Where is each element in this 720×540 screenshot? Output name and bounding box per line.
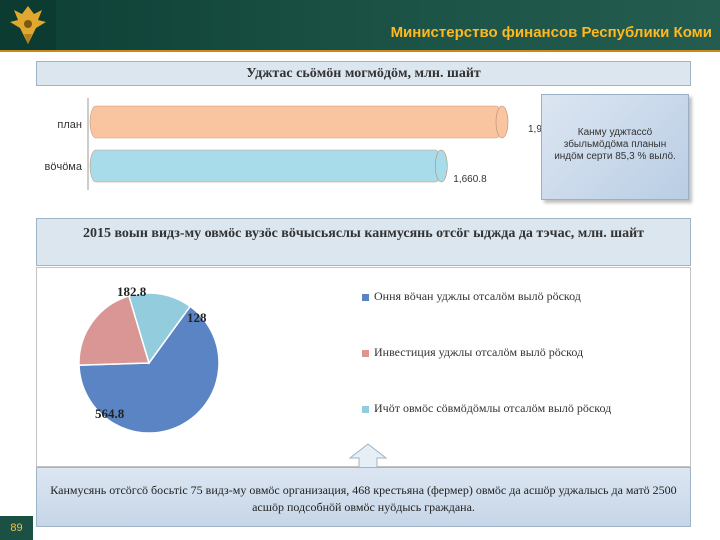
recipients-summary: Канмусянь отсӧгсӧ босьтic 75 видз-му овм…	[36, 467, 691, 527]
bar-chart-title: Уджтас сьӧмӧн могмӧдӧм, млн. шайт	[36, 61, 691, 86]
page-number: 89	[0, 516, 33, 540]
legend-swatch-investment	[362, 350, 369, 357]
bar-chart: план 1,947.9 вӧчӧма 1,660.8	[45, 98, 550, 190]
bar-value-plan: 1,947.9	[528, 124, 550, 135]
pie-chart: 564.8 182.8 128	[78, 284, 220, 434]
pie-label-investment: 182.8	[117, 284, 147, 299]
bar-fact	[89, 149, 442, 183]
pie-slice-small-farms	[128, 292, 192, 365]
bar-plan-cap	[495, 105, 509, 139]
pie-label-small-farms: 128	[187, 310, 207, 325]
legend-label-current: Оння вӧчан уджлы отсалӧм вылӧ рӧскод	[374, 289, 581, 303]
bar-value-fact: 1,660.8	[453, 174, 487, 185]
pie-label-current: 564.8	[95, 406, 125, 421]
legend-swatch-small-farms	[362, 406, 369, 413]
bar-label-fact: вӧчӧма	[45, 161, 83, 173]
bar-plan	[89, 105, 503, 139]
execution-note: Канму уджтассӧ збыльмӧдӧма планын индӧм …	[541, 94, 689, 200]
bar-label-plan: план	[57, 119, 82, 131]
ministry-title: Министерство финансов Республики Коми	[390, 24, 712, 41]
pie-chart-title: 2015 воын видз-му овмӧс вузӧс вӧчысьяслы…	[36, 218, 691, 266]
bar-fact-cap	[434, 149, 448, 183]
coat-of-arms-logo	[0, 0, 56, 50]
legend-label-investment: Инвестиция уджлы отсалӧм вылӧ рӧскод	[374, 345, 584, 359]
legend-swatch-current	[362, 294, 369, 301]
header-bar: Министерство финансов Республики Коми	[0, 0, 720, 50]
pie-slice-investment	[78, 294, 150, 366]
pie-slice-current	[78, 305, 220, 434]
legend-label-small-farms: Ичӧт овмӧс сӧвмӧдӧмлы отсалӧм вылӧ рӧско…	[374, 401, 612, 415]
header-divider	[0, 50, 720, 52]
pie-chart-panel: 564.8 182.8 128 Оння вӧчан уджлы отсалӧм в…	[36, 267, 691, 467]
